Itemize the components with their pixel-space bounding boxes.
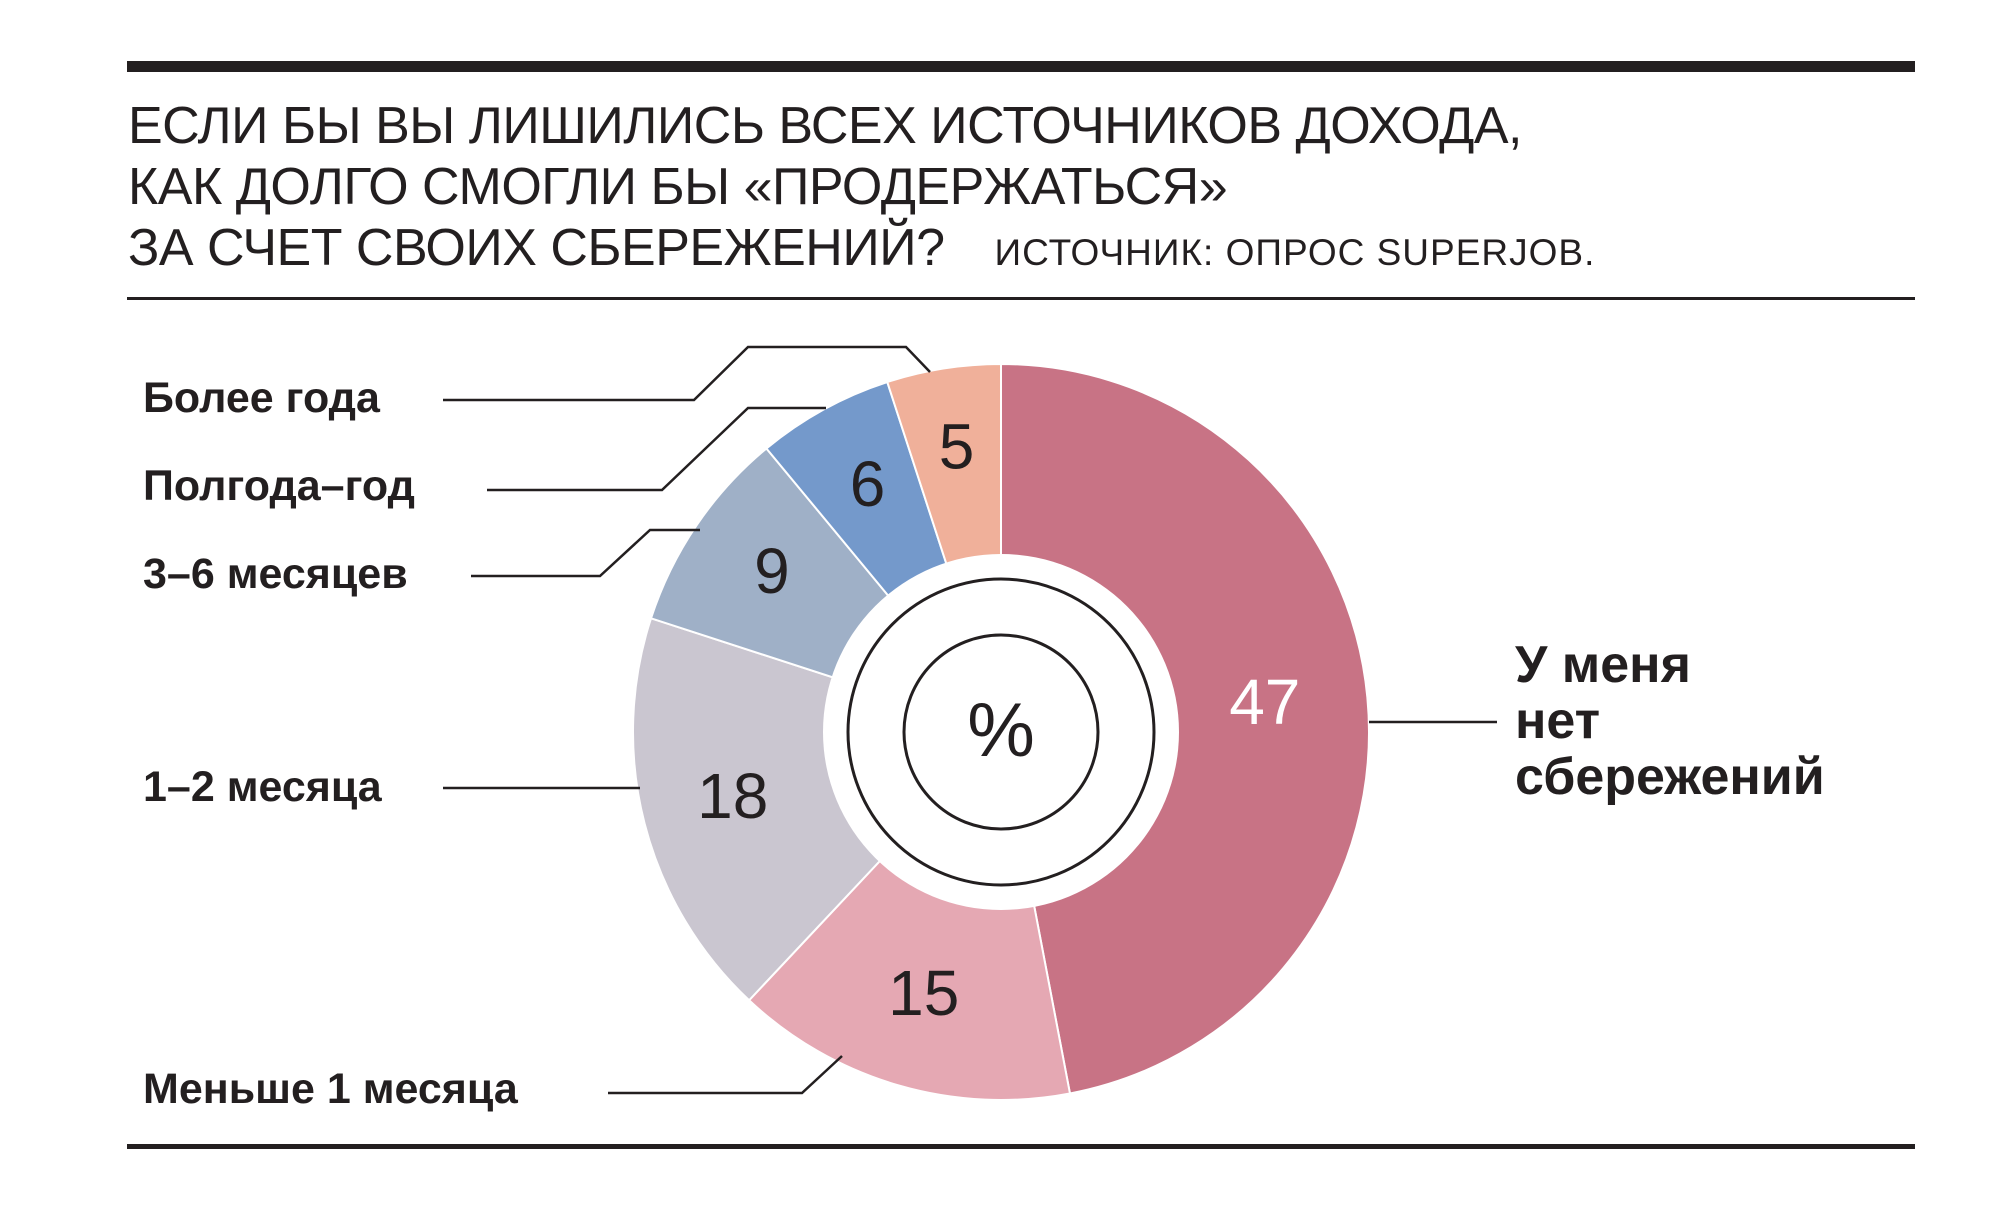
leader-lines <box>443 345 1497 1095</box>
bottom-rule <box>127 1144 1915 1149</box>
category-label-no-savings-line-3: сбережений <box>1515 748 1825 806</box>
value-label-1-2-months: 18 <box>697 760 768 832</box>
value-label-more-than-year: 5 <box>939 410 975 482</box>
top-rule <box>127 61 1915 72</box>
center-ring <box>902 633 1100 831</box>
leader-line-less-than-month <box>608 1055 843 1095</box>
donut-hole <box>823 554 1179 910</box>
category-label-no-savings-line-2: нет <box>1515 692 1600 750</box>
category-label-3-6-months: 3–6 месяцев <box>143 550 408 598</box>
chart-title: ЕСЛИ БЫ ВЫ ЛИШИЛИСЬ ВСЕХ ИСТОЧНИКОВ ДОХО… <box>128 96 1908 283</box>
category-label-no-savings-line-1: У меня <box>1515 636 1691 694</box>
category-label-less-than-month: Меньше 1 месяца <box>143 1065 519 1113</box>
leader-line-more-than-year <box>443 345 931 402</box>
title-line-1: ЕСЛИ БЫ ВЫ ЛИШИЛИСЬ ВСЕХ ИСТОЧНИКОВ ДОХО… <box>128 97 1522 155</box>
value-label-half-year-to-year: 6 <box>850 448 886 520</box>
title-divider <box>127 297 1915 300</box>
title-line-3-text: ЗА СЧЕТ СВОИХ СБЕРЕЖЕНИЙ? <box>128 219 945 277</box>
title-line-3: ЗА СЧЕТ СВОИХ СБЕРЕЖЕНИЙ? ИСТОЧНИК: ОПРОС… <box>128 218 1908 283</box>
leader-line-three-six-months <box>471 528 700 578</box>
category-label-half-year-to-year: Полгода–год <box>143 462 415 510</box>
value-labels: 47 15 18 965 <box>697 410 1300 1029</box>
percent-sign: % <box>967 688 1035 773</box>
category-label-1-2-months: 1–2 месяца <box>143 763 383 811</box>
value-label-no-savings: 47 <box>1229 666 1300 738</box>
slice-no-savings <box>1000 362 1370 1095</box>
center-outer-ring <box>846 577 1156 887</box>
value-label-3-6-months: 9 <box>754 535 790 607</box>
value-label-less-than-month: 15 <box>888 957 959 1029</box>
source-note: ИСТОЧНИК: ОПРОС SUPERJOB. <box>994 232 1596 273</box>
category-label-more-than-year: Более года <box>143 374 381 422</box>
leader-line-half-year-to-year <box>487 406 826 492</box>
title-line-2: КАК ДОЛГО СМОГЛИ БЫ «ПРОДЕРЖАТЬСЯ» <box>128 158 1228 216</box>
